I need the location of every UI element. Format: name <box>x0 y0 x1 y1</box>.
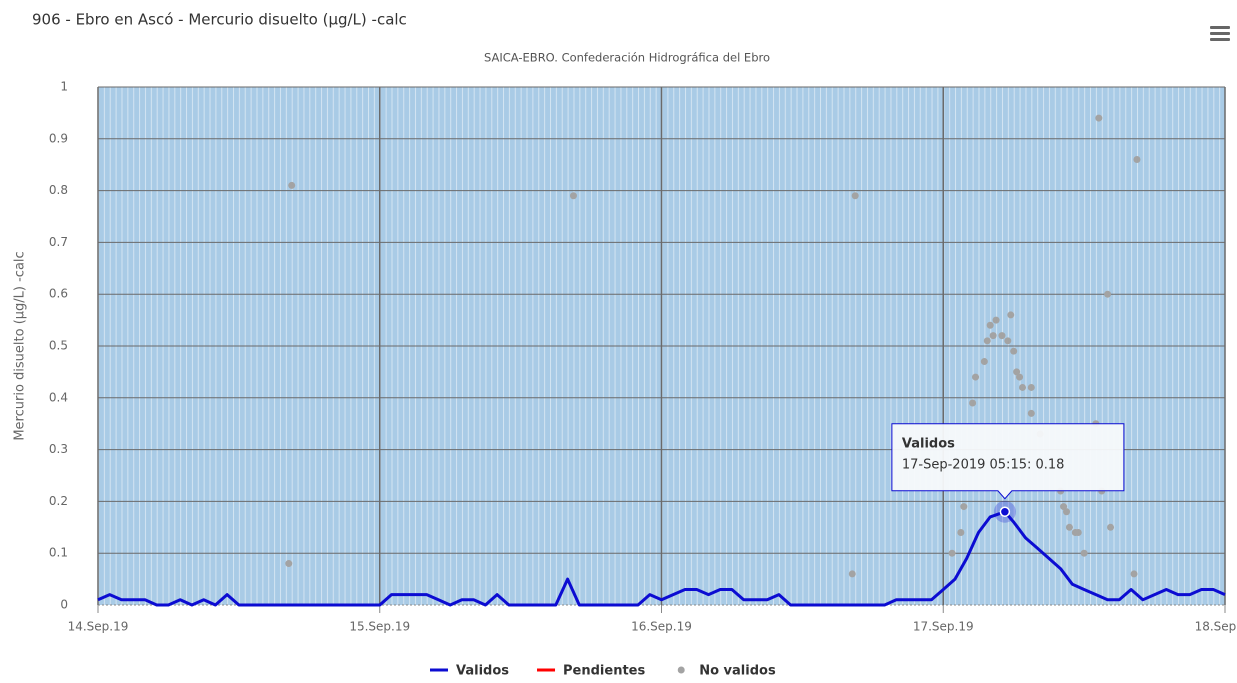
data-point <box>983 337 991 345</box>
data-point <box>1013 368 1021 376</box>
data-point <box>851 192 859 200</box>
legend-label[interactable]: Pendientes <box>563 664 645 679</box>
hover-point <box>999 506 1011 518</box>
data-point <box>1004 337 1012 345</box>
menu-bar <box>1210 32 1230 35</box>
y-tick-label: 0.9 <box>49 131 68 145</box>
chart-title: 906 - Ebro en Ascó - Mercurio disuelto (… <box>32 11 407 29</box>
y-tick-label: 0.1 <box>49 546 68 560</box>
menu-bar <box>1210 38 1230 41</box>
data-point <box>569 192 577 200</box>
y-tick-label: 0.4 <box>49 390 68 404</box>
legend-label[interactable]: No validos <box>699 664 776 679</box>
chart-subtitle: SAICA-EBRO. Confederación Hidrográfica d… <box>484 51 770 65</box>
data-point <box>1095 114 1103 122</box>
grid <box>97 86 1226 613</box>
data-point <box>980 358 988 366</box>
data-point <box>992 316 1000 324</box>
data-point <box>972 373 980 381</box>
data-point <box>1016 373 1024 381</box>
y-axis-label: Mercurio disuelto (µg/L) -calc <box>13 251 28 440</box>
data-point <box>957 528 965 536</box>
y-tick-label: 0.7 <box>49 235 68 249</box>
legend: Validos Pendientes No validos <box>430 664 776 679</box>
data-point <box>969 399 977 407</box>
data-point <box>285 560 293 568</box>
tooltip: Validos 17-Sep-2019 05:15: 0.18 <box>891 423 1125 500</box>
menu-button[interactable] <box>1208 24 1232 42</box>
data-point <box>848 570 856 578</box>
legend-label[interactable]: Validos <box>456 664 509 679</box>
y-tick-label: 1 <box>60 80 68 94</box>
data-point <box>1074 528 1082 536</box>
data-point <box>986 321 994 329</box>
data-point <box>1027 409 1035 417</box>
y-tick-label: 0.6 <box>49 287 68 301</box>
x-tick-label: 18.Sep.19 <box>1195 620 1237 634</box>
data-point <box>1010 347 1018 355</box>
tooltip-text: 17-Sep-2019 05:15: 0.18 <box>902 457 1065 472</box>
data-point <box>1027 383 1035 391</box>
data-point <box>998 332 1006 340</box>
x-tick-label: 14.Sep.19 <box>68 620 129 634</box>
data-point <box>288 181 296 189</box>
legend-symbol[interactable] <box>677 666 685 674</box>
data-point <box>1065 523 1073 531</box>
data-point <box>960 503 968 511</box>
data-point <box>1107 523 1115 531</box>
data-point <box>1130 570 1138 578</box>
x-tick-label: 15.Sep.19 <box>349 620 410 634</box>
x-tick-label: 17.Sep.19 <box>913 620 974 634</box>
data-point <box>989 332 997 340</box>
data-point <box>1018 383 1026 391</box>
data-point <box>1060 503 1068 511</box>
y-tick-label: 0.8 <box>49 183 68 197</box>
data-point <box>1104 290 1112 298</box>
data-point <box>1080 549 1088 557</box>
data-point <box>1063 508 1071 516</box>
x-tick-label: 16.Sep.19 <box>631 620 692 634</box>
y-tick-label: 0.2 <box>49 494 68 508</box>
data-point <box>1133 156 1141 164</box>
y-tick-label: 0.3 <box>49 442 68 456</box>
y-tick-label: 0 <box>60 598 68 612</box>
data-line <box>97 510 1226 607</box>
data-point <box>1007 311 1015 319</box>
y-tick-label: 0.5 <box>49 339 68 353</box>
menu-bar <box>1210 26 1230 29</box>
data-point <box>948 549 956 557</box>
tooltip-box <box>891 423 1125 500</box>
marks <box>97 114 1226 607</box>
tooltip-title: Validos <box>902 436 955 451</box>
